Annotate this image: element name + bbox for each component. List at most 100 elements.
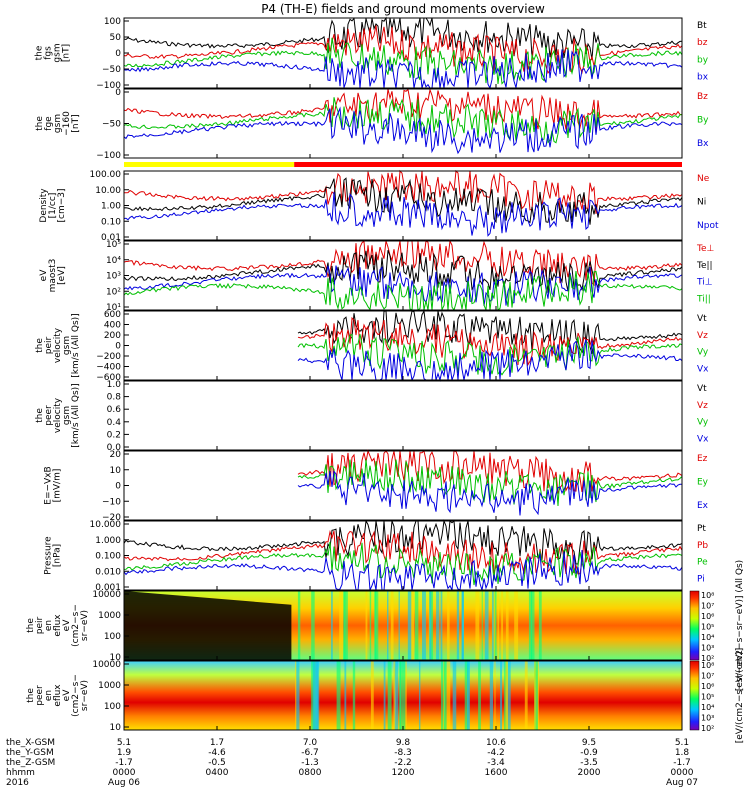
colorbar xyxy=(689,660,700,731)
y-tick-label: 1000 xyxy=(98,611,121,621)
y-tick-label: 10¹ xyxy=(106,303,121,313)
y-tick-label: 10² xyxy=(106,287,121,297)
axis-column-value: -4.6 xyxy=(208,748,226,758)
series-line-bz xyxy=(123,25,683,75)
legend-entry: Te|| xyxy=(696,261,713,271)
spectrogram-stripe xyxy=(398,591,400,660)
spectrogram-stripe xyxy=(296,661,300,730)
y-axis-label-line: gsm xyxy=(62,406,72,425)
axis-row-label: the_Y-GSM xyxy=(6,748,54,758)
legend-entry: Ti|| xyxy=(696,295,711,305)
spectrogram-stripe xyxy=(456,591,460,660)
axis-row-label: the_X-GSM xyxy=(6,738,55,748)
panel-fge_gsm: Bz By Bx 0 −50 −100 the fge gsm −160 [nT] xyxy=(35,88,709,161)
spectrogram-stripe xyxy=(386,591,389,660)
y-axis-label-line: peer xyxy=(44,405,54,426)
spectrogram-stripe xyxy=(312,661,316,730)
y-axis-label-line: fge xyxy=(44,116,54,131)
y-tick-label: −20 xyxy=(102,513,121,523)
series-line-by xyxy=(123,97,682,144)
y-axis-label-line: velocity xyxy=(53,397,63,433)
legend-entry: Ez xyxy=(697,454,708,464)
panel-frame xyxy=(123,380,683,451)
mode-bar-slow xyxy=(124,162,295,167)
axis-column-value: 0000 xyxy=(113,768,136,778)
spectrogram-stripe xyxy=(501,591,504,660)
y-tick-label: 0.10 xyxy=(101,217,121,227)
axis-column-value: -1.3 xyxy=(301,758,319,768)
spectrogram-stripe xyxy=(452,661,457,730)
y-tick-label: 0.6 xyxy=(107,405,122,415)
y-axis-label-line: sr−eV) xyxy=(80,610,90,641)
spectrogram-stripe xyxy=(422,591,426,660)
spectrogram-stripe xyxy=(497,591,499,660)
y-axis-label-line: the xyxy=(26,688,36,703)
y-tick-label: −100 xyxy=(96,151,121,161)
colorbar-tick-label: 10⁸ xyxy=(701,591,714,600)
y-tick-label: 10 xyxy=(110,723,122,733)
axis-column-value: 1.7 xyxy=(210,738,224,748)
colorbar-tick-label: 10² xyxy=(701,654,714,663)
legend-entry: Ne xyxy=(697,174,710,184)
y-axis-label-line: eV xyxy=(62,619,72,632)
series-line-ti|| xyxy=(123,270,683,312)
spectrogram-stripe xyxy=(500,661,503,730)
series-line-ex xyxy=(297,470,683,516)
panel-density: Ne Ni Npot 100.00 10.00 1.00 0.10 0.01 Density [1… xyxy=(39,169,719,243)
panel-temperature: Te⊥ Te|| Ti⊥ Ti|| 10⁵ 10⁴ 10³ 10² 10¹ eV maost3 [eV… xyxy=(39,239,715,313)
y-tick-label: 0.4 xyxy=(107,418,122,428)
axis-column-value: -4.2 xyxy=(487,748,505,758)
legend-entry: Vx xyxy=(697,365,709,375)
spectrogram-stripe xyxy=(295,661,297,730)
axis-column-value: Aug 06 xyxy=(108,778,140,788)
y-axis-label-line: Density xyxy=(39,188,49,223)
spectrogram-stripe xyxy=(352,661,356,730)
y-axis-label-line: the xyxy=(26,618,36,633)
legend-entry: Ey xyxy=(697,478,709,488)
spectrogram-stripe xyxy=(505,661,508,730)
spectrogram-stripe xyxy=(418,661,421,730)
axis-column-value: Aug 07 xyxy=(666,778,698,788)
spectrogram-stripe xyxy=(446,661,451,730)
legend-entry: Bt xyxy=(697,21,707,31)
y-axis-label-line: maost3 xyxy=(48,259,58,293)
series-line-vy xyxy=(297,333,683,376)
spectrogram-stripe xyxy=(440,591,443,660)
y-axis-label-line: [1/cc] xyxy=(48,193,58,219)
colorbar-label: [eV/(cm2−s−sr−eV)] (All Qs) xyxy=(735,560,745,691)
spectrogram-stripe xyxy=(297,591,301,660)
axis-column-value: 0800 xyxy=(299,768,322,778)
series-line-by xyxy=(123,37,683,85)
panel-pressure: Pt Pb Pe Pi 10.000 1.000 0.100 0.010 0.001 Pressu… xyxy=(44,519,708,593)
y-tick-label: −50 xyxy=(102,65,121,75)
axis-column-value: -0.5 xyxy=(208,758,226,768)
legend-entry: Vz xyxy=(697,331,708,341)
y-tick-label: 10.00 xyxy=(95,186,121,196)
colorbar-tick-label: 10³ xyxy=(701,644,714,653)
panel-efield: Ez Ey Ex 20 10 0 −10 −20 E=−VxB [mV/m] xyxy=(44,449,709,523)
y-tick-label: 0.01 xyxy=(101,233,121,243)
spectrogram-stripe xyxy=(383,661,386,730)
colorbar-tick-label: 10⁶ xyxy=(701,612,714,621)
y-axis-label-line: [nT] xyxy=(62,44,72,62)
legend-entry: Pe xyxy=(697,558,708,568)
y-axis-label-line: −160 xyxy=(62,111,72,136)
spectrogram-stripe xyxy=(375,591,379,660)
legend-entry: Vt xyxy=(697,384,707,394)
y-tick-label: 1000 xyxy=(98,681,121,691)
axis-column-value: 0000 xyxy=(671,768,694,778)
y-tick-label: −100 xyxy=(96,81,121,91)
y-axis-label-line: velocity xyxy=(53,327,63,363)
y-tick-label: 100 xyxy=(104,702,121,712)
y-axis-label-line: eV xyxy=(62,689,72,702)
axis-column-value: 0400 xyxy=(206,768,229,778)
y-axis-label-line: gsm xyxy=(53,114,63,133)
y-tick-label: 10⁴ xyxy=(106,256,121,266)
spectrogram-stripe xyxy=(507,661,511,730)
y-axis-label-line: (cm2−s− xyxy=(71,604,81,647)
spectrogram-stripe xyxy=(390,591,394,660)
spectrogram-stripe xyxy=(528,591,533,660)
spectrogram-stripe xyxy=(461,591,464,660)
